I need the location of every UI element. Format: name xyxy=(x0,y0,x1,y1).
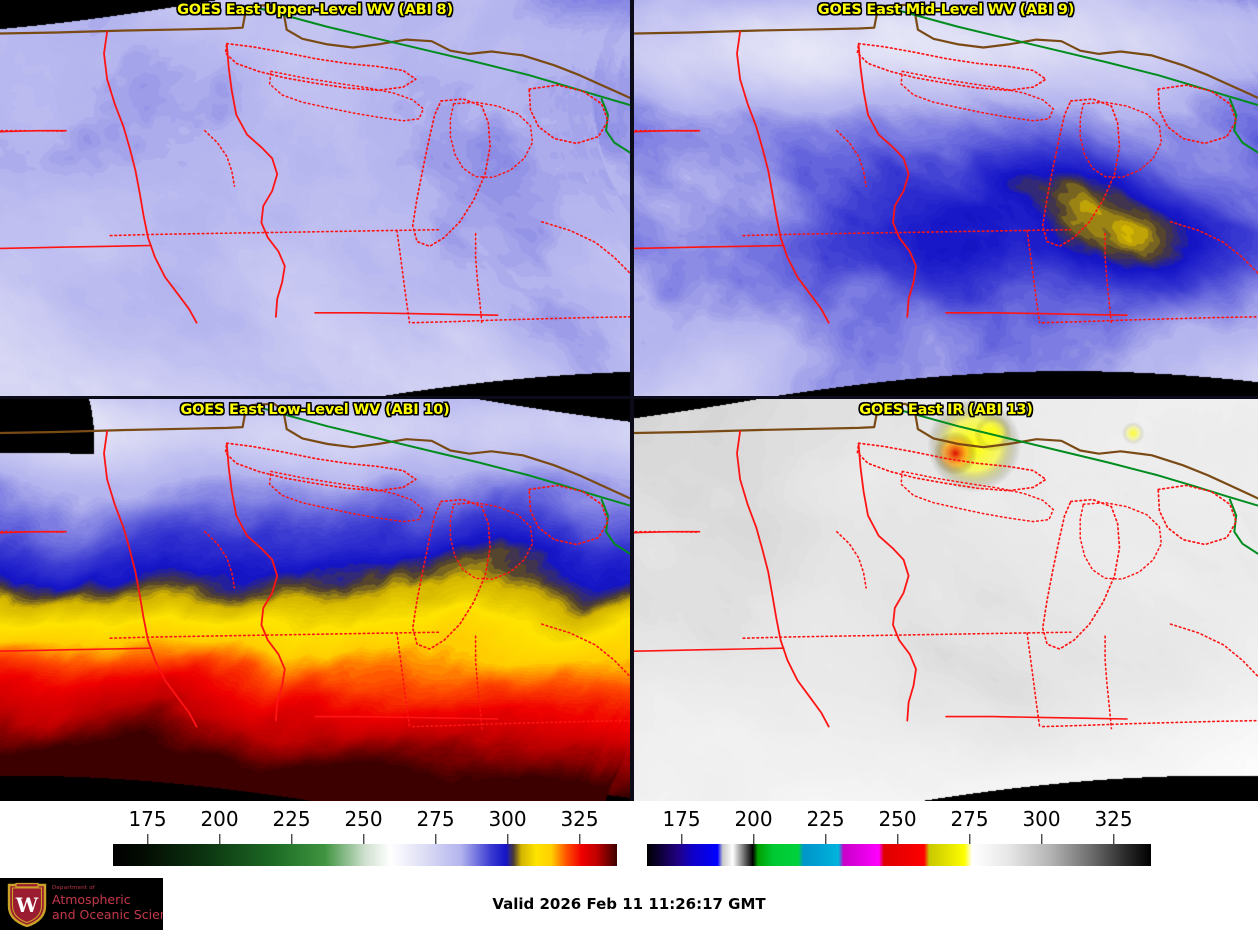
logo-atmospheric-line: Atmospheric xyxy=(52,892,131,907)
colorbar-tick-mark xyxy=(1040,834,1043,844)
colorbar-tick-label: 225 xyxy=(806,807,845,831)
colorbar-tick-mark xyxy=(824,834,827,844)
valid-time-stamp: Valid 2026 Feb 11 11:26:17 GMT xyxy=(492,895,766,913)
colorbar-ir-ticks xyxy=(634,834,1258,844)
colorbar-wv-tick-labels: 175 200 225 250 275 300 325 xyxy=(0,801,630,831)
geography-overlay xyxy=(634,3,1258,326)
colorbar-tick-label: 275 xyxy=(950,807,989,831)
colorbar-tick-label: 275 xyxy=(416,807,455,831)
colorbar-tick-label: 300 xyxy=(488,807,527,831)
panel-ir-window[interactable]: GOES East IR (ABI 13) xyxy=(634,399,1258,801)
colorbar-ir[interactable]: 175 200 225 250 275 300 325 xyxy=(634,801,1258,878)
colorbar-tick-mark xyxy=(896,834,899,844)
geography-overlay xyxy=(0,402,630,730)
logo-oceanic-line: and Oceanic Sciences xyxy=(52,907,163,922)
colorbar-tick-label: 175 xyxy=(128,807,167,831)
colorbar-ir-gradient[interactable] xyxy=(647,844,1151,866)
panel-upper-level-wv[interactable]: GOES East Upper-Level WV (ABI 8) xyxy=(0,0,630,396)
colorbar-wv[interactable]: 175 200 225 250 275 300 325 xyxy=(0,801,630,878)
panel-mid-level-wv[interactable]: GOES East Mid-Level WV (ABI 9) xyxy=(634,0,1258,396)
colorbar-tick-label: 325 xyxy=(560,807,599,831)
colorbar-tick-mark xyxy=(578,834,581,844)
satellite-panel-grid: GOES East Upper-Level WV (ABI 8) GOES Ea… xyxy=(0,0,1258,801)
colorbar-ir-tick-labels: 175 200 225 250 275 300 325 xyxy=(634,801,1258,831)
colorbar-tick-mark xyxy=(290,834,293,844)
colorbar-tick-label: 225 xyxy=(272,807,311,831)
colorbar-tick-mark xyxy=(146,834,149,844)
colorbar-tick-mark xyxy=(968,834,971,844)
colorbar-tick-mark xyxy=(752,834,755,844)
colorbar-tick-mark xyxy=(506,834,509,844)
geography-overlay xyxy=(0,3,630,326)
uw-crest-icon: W xyxy=(7,882,47,927)
colorbar-tick-mark xyxy=(1112,834,1115,844)
panel-low-level-wv[interactable]: GOES East Low-Level WV (ABI 10) xyxy=(0,399,630,801)
geography-overlay xyxy=(634,402,1258,730)
colorbar-tick-label: 250 xyxy=(878,807,917,831)
logo-department-line: Department of xyxy=(52,885,95,891)
colorbar-wv-ticks xyxy=(0,834,630,844)
colorbar-tick-mark xyxy=(362,834,365,844)
svg-text:W: W xyxy=(15,893,39,917)
colorbar-tick-label: 175 xyxy=(662,807,701,831)
colorbar-area: 175 200 225 250 275 300 325 175 200 225 250 275 300… xyxy=(0,801,1258,878)
colorbar-tick-label: 325 xyxy=(1094,807,1133,831)
colorbar-tick-label: 250 xyxy=(344,807,383,831)
colorbar-tick-label: 200 xyxy=(200,807,239,831)
colorbar-tick-label: 200 xyxy=(734,807,773,831)
colorbar-tick-mark xyxy=(434,834,437,844)
colorbar-tick-mark xyxy=(218,834,221,844)
colorbar-tick-label: 300 xyxy=(1022,807,1061,831)
uw-aos-logo[interactable]: W Department of Atmospheric and Oceanic … xyxy=(0,878,163,930)
colorbar-tick-mark xyxy=(680,834,683,844)
footer: W Department of Atmospheric and Oceanic … xyxy=(0,878,1258,930)
colorbar-wv-gradient[interactable] xyxy=(113,844,617,866)
